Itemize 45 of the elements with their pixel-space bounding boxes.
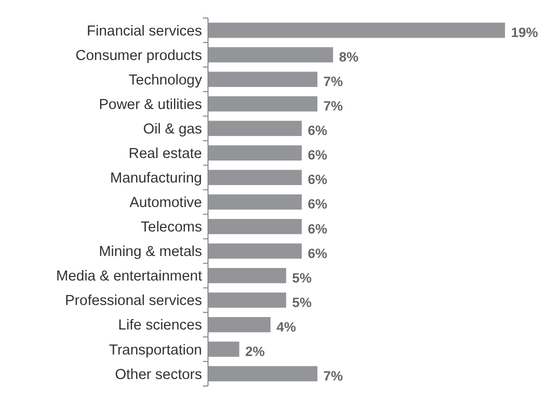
bar [208,22,505,38]
y-tick-label: Financial services [86,23,202,40]
y-tick-label: Consumer products [75,48,202,64]
bar [208,120,302,136]
data-label: 7% [323,74,343,90]
bar [208,194,302,210]
y-tick-label: Professional services [65,293,202,310]
data-label: 8% [339,50,359,65]
y-tick-label: Telecoms [140,220,202,236]
bar [208,170,302,186]
data-label: 6% [308,172,328,188]
y-tick-label: Technology [128,72,203,88]
bar [208,292,286,308]
y-tick-label: Oil & gas [143,121,202,138]
data-label: 2% [245,344,265,359]
y-tick-label: Power & utilities [98,96,202,113]
bar [208,72,318,87]
bar [208,47,334,62]
data-label: 6% [308,148,328,163]
y-tick-label: Automotive [129,195,202,212]
bar [208,342,240,357]
data-label: 7% [323,368,343,384]
data-label: 6% [308,221,328,236]
y-tick-label: Media & entertainment [56,268,202,285]
bar [208,145,302,161]
data-label: 6% [308,123,328,138]
data-label: 7% [323,98,343,114]
bar [208,366,318,382]
bar [208,96,318,112]
y-tick-label: Mining & metals [98,244,202,260]
y-tick-label: Life sciences [118,318,202,334]
data-label: 6% [308,246,328,261]
data-label: 5% [292,270,312,286]
y-tick-label: Manufacturing [110,170,202,187]
y-tick-label: Other sectors [114,366,202,383]
bar [208,317,271,332]
y-tick-label: Transportation [109,342,202,358]
bar [208,268,286,284]
data-label: 19% [511,24,538,40]
data-label: 4% [276,319,296,334]
data-label: 5% [292,294,312,310]
bar [208,218,302,234]
bar [208,243,302,259]
data-label: 6% [308,196,328,212]
y-tick-label: Real estate [128,146,202,162]
